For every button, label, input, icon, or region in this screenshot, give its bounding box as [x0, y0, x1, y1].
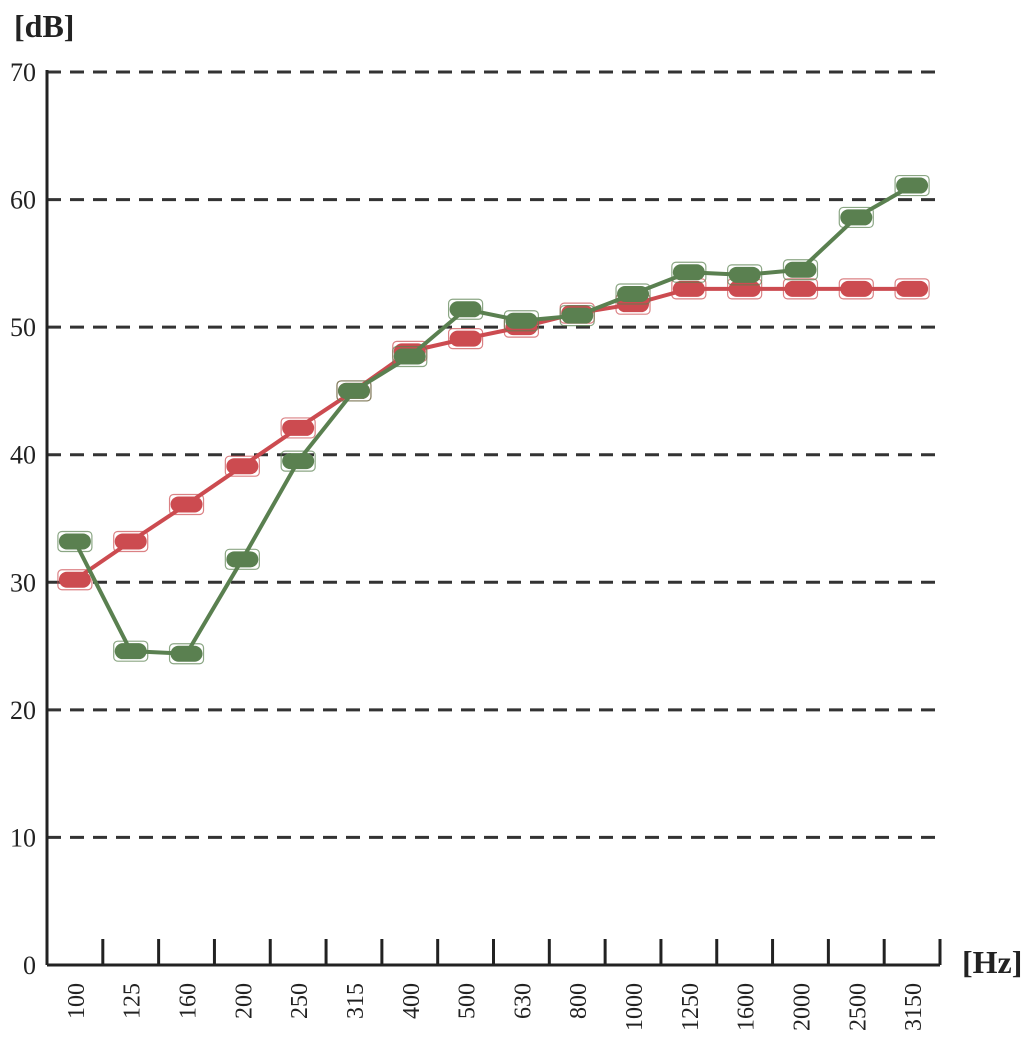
x-tick-label: 2000 — [789, 983, 815, 1031]
point — [449, 301, 482, 318]
x-tick-label: 800 — [566, 983, 592, 1019]
point — [226, 551, 259, 568]
point-outline — [336, 380, 372, 402]
point — [58, 533, 91, 550]
point-outline — [447, 328, 484, 350]
point-outline — [57, 530, 93, 553]
point — [58, 571, 91, 588]
x-tick-label: 160 — [176, 983, 202, 1019]
point — [337, 382, 370, 399]
point — [728, 266, 761, 283]
x-tick-label: 100 — [64, 983, 90, 1019]
point — [840, 209, 873, 226]
x-tick-label: 3150 — [901, 983, 927, 1031]
x-tick-label: 1000 — [622, 983, 648, 1031]
point — [896, 280, 929, 297]
y-tick-label: 20 — [10, 696, 36, 725]
x-tick-label: 125 — [120, 983, 146, 1019]
y-tick-label: 40 — [10, 441, 36, 470]
point — [617, 285, 650, 302]
x-tick-label: 315 — [343, 983, 369, 1019]
grid-lines — [47, 70, 944, 839]
point-outline — [113, 640, 149, 662]
point-outline — [894, 278, 930, 300]
series-1 — [57, 278, 930, 591]
point-outline — [671, 261, 707, 283]
y-tick-label: 30 — [10, 568, 36, 597]
point-outline — [280, 450, 316, 472]
point — [784, 280, 817, 297]
point-outline — [224, 548, 260, 570]
point-outline — [447, 298, 484, 320]
point — [114, 533, 147, 550]
point — [393, 348, 426, 365]
point-outline — [280, 417, 316, 439]
point — [282, 453, 315, 470]
x-tick-label: 2500 — [845, 983, 871, 1031]
point — [784, 261, 817, 278]
axes — [45, 70, 942, 967]
y-tick-label: 70 — [10, 58, 36, 87]
point-outline — [559, 305, 595, 327]
y-tick-label: 60 — [10, 186, 36, 215]
y-tick-label: 0 — [23, 951, 36, 980]
series-2-line — [73, 183, 914, 656]
point — [840, 280, 873, 297]
point-outline — [838, 278, 874, 300]
point — [170, 645, 203, 662]
point-outline — [894, 174, 930, 197]
x-tick-label: 1250 — [678, 983, 704, 1031]
point — [561, 307, 594, 324]
x-tick-label: 1600 — [734, 983, 760, 1031]
point-outline — [727, 264, 763, 286]
point — [449, 330, 482, 347]
point-outline — [392, 345, 428, 368]
point — [672, 264, 705, 281]
y-tick-label: 10 — [10, 823, 36, 852]
point-outline — [168, 643, 205, 665]
point — [114, 643, 147, 660]
point-outline — [503, 310, 540, 332]
point — [170, 496, 203, 513]
point-outline — [57, 569, 93, 591]
point-outline — [782, 278, 819, 300]
x-tick-label: 200 — [231, 983, 257, 1019]
point-outline — [168, 493, 205, 516]
point — [505, 312, 538, 329]
series-1-line — [73, 286, 913, 582]
y-tick-label: 50 — [10, 313, 36, 342]
point-outline — [615, 283, 651, 305]
point — [226, 458, 259, 475]
x-tick-label: 630 — [510, 983, 536, 1019]
point-outline — [224, 455, 260, 477]
point-outline — [113, 530, 149, 553]
point — [282, 419, 315, 436]
point-outline — [782, 259, 819, 281]
x-tick-label: 500 — [455, 983, 481, 1019]
x-tick-labels: 100 125 160 200 250 315 400 500 630 800 1000 1250 16… — [64, 983, 927, 1031]
y-axis-label: [dB] — [14, 8, 75, 44]
x-axis-label: [Hz] — [962, 944, 1023, 980]
point-outline — [838, 206, 874, 229]
point — [672, 280, 705, 297]
series-2 — [57, 174, 930, 665]
point — [728, 280, 761, 297]
x-tick-label: 400 — [399, 983, 425, 1019]
x-tick-label: 250 — [287, 983, 313, 1019]
point — [896, 177, 929, 194]
series — [57, 174, 930, 665]
y-tick-labels: 0 10 20 30 40 50 60 70 — [10, 58, 36, 980]
